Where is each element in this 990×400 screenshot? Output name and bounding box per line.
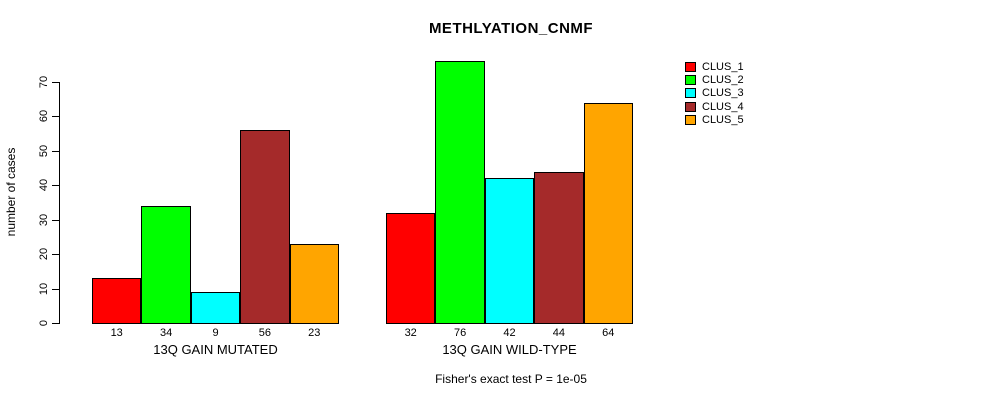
- legend-swatch: [685, 101, 696, 112]
- bar-value-label: 56: [258, 327, 272, 339]
- y-tick-label: 0: [38, 319, 50, 327]
- legend-row: CLUS_2: [685, 73, 744, 86]
- bar-value-label: 32: [404, 327, 417, 339]
- bar: [484, 178, 535, 324]
- y-axis-label: number of cases: [4, 147, 18, 237]
- bar: [289, 243, 339, 324]
- bar: [583, 102, 633, 324]
- bar-value-label: 42: [503, 327, 516, 339]
- legend-row: CLUS_3: [685, 87, 744, 100]
- bar: [141, 205, 191, 324]
- y-tick-label: 50: [38, 144, 50, 157]
- bar: [534, 171, 584, 324]
- y-tick-label: 70: [38, 75, 50, 89]
- y-tick-label: 60: [38, 110, 50, 123]
- y-tick: [52, 185, 59, 187]
- y-tick: [52, 116, 59, 118]
- legend-swatch: [685, 61, 696, 72]
- y-tick-label: 40: [38, 179, 50, 192]
- bar-value-label: 34: [159, 327, 173, 339]
- legend-row: CLUS_1: [685, 60, 744, 73]
- y-tick: [52, 150, 59, 152]
- bar-value-label: 13: [110, 327, 123, 339]
- fisher-test-annotation: Fisher's exact test P = 1e-05: [435, 372, 587, 386]
- y-tick-label: 10: [38, 282, 50, 295]
- y-tick: [52, 254, 59, 256]
- group-label: 13Q GAIN WILD-TYPE: [442, 342, 577, 357]
- bar: [92, 278, 142, 324]
- legend-swatch: [685, 115, 696, 126]
- legend-swatch: [685, 75, 696, 86]
- y-tick: [52, 219, 59, 221]
- bar: [240, 130, 290, 324]
- legend-label: CLUS_3: [702, 87, 744, 100]
- chart-title: METHLYATION_CNMF: [428, 20, 594, 37]
- group-label: 13Q GAIN MUTATED: [153, 342, 278, 357]
- legend-swatch: [685, 88, 696, 99]
- bar-value-label: 64: [602, 327, 615, 339]
- legend-label: CLUS_2: [702, 74, 744, 87]
- legend-label: CLUS_1: [702, 60, 744, 73]
- legend-row: CLUS_4: [685, 100, 744, 113]
- y-tick: [52, 82, 59, 83]
- bar-value-label: 44: [552, 327, 566, 339]
- y-tick: [52, 323, 59, 324]
- bar-value-label: 23: [308, 327, 321, 339]
- y-tick-label: 20: [38, 248, 50, 261]
- bar: [435, 61, 485, 324]
- legend-label: CLUS_5: [702, 114, 744, 127]
- bar: [386, 212, 436, 324]
- y-tick-label: 30: [38, 213, 50, 226]
- y-tick: [52, 288, 59, 290]
- y-axis-line: [59, 82, 60, 324]
- bar-value-label: 76: [453, 327, 467, 339]
- bar: [190, 292, 241, 324]
- legend-label: CLUS_4: [702, 100, 744, 113]
- bar-value-label: 9: [212, 327, 219, 339]
- legend-row: CLUS_5: [685, 114, 744, 127]
- legend: CLUS_1 CLUS_2 CLUS_3 CLUS_4 CLUS_5: [685, 60, 744, 127]
